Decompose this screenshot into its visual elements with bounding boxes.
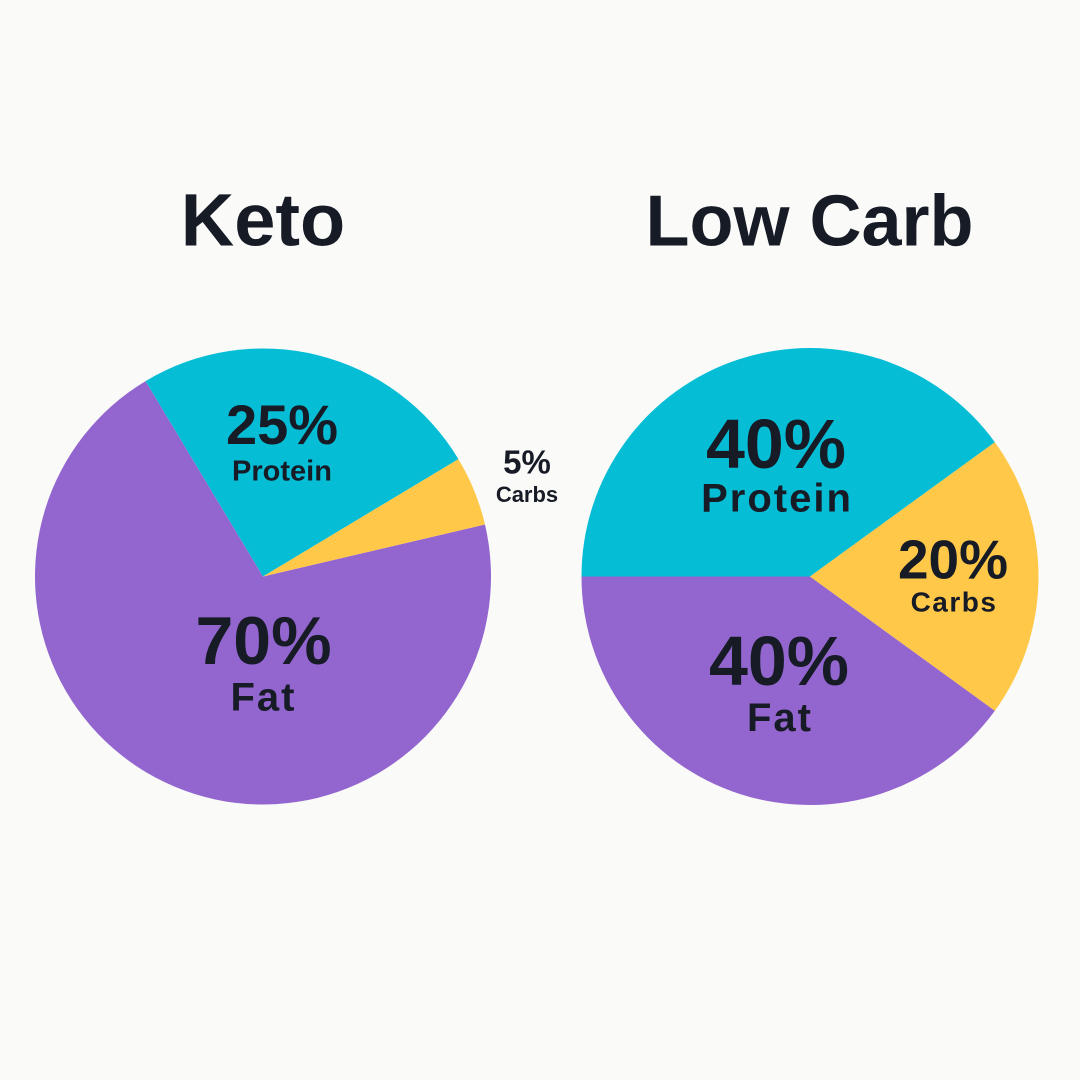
- svg-text:Keto: Keto: [181, 179, 345, 262]
- svg-text:5%: 5%: [503, 443, 551, 480]
- svg-text:Protein: Protein: [232, 456, 332, 488]
- svg-text:Protein: Protein: [701, 477, 853, 521]
- svg-text:Carbs: Carbs: [496, 482, 558, 507]
- svg-text:Fat: Fat: [747, 696, 813, 740]
- svg-text:Low Carb: Low Carb: [645, 182, 973, 262]
- svg-text:25%: 25%: [226, 393, 338, 456]
- svg-text:Carbs: Carbs: [911, 587, 998, 618]
- svg-text:70%: 70%: [195, 603, 331, 679]
- svg-text:40%: 40%: [706, 405, 846, 483]
- svg-text:20%: 20%: [898, 528, 1008, 590]
- svg-text:40%: 40%: [709, 622, 849, 700]
- svg-text:Fat: Fat: [231, 675, 297, 719]
